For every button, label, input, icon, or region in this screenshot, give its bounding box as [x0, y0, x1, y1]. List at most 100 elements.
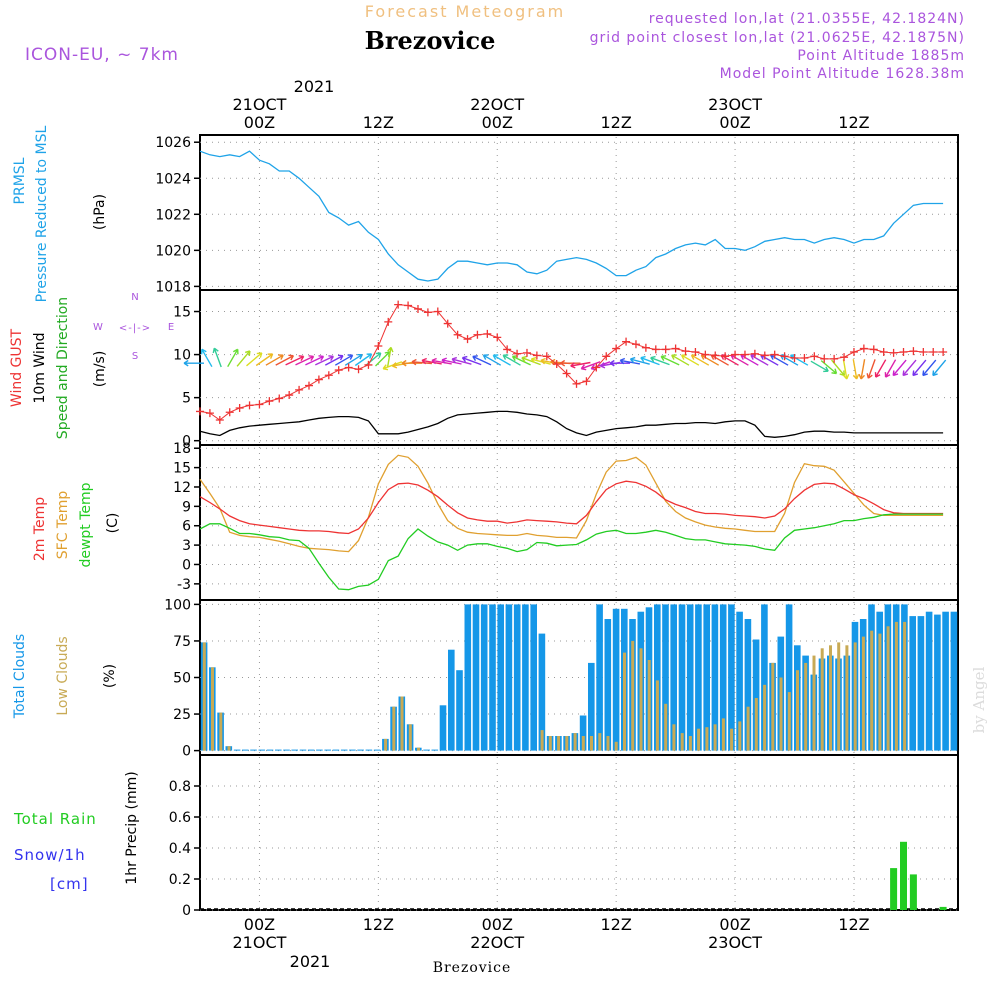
gust-marker [443, 319, 452, 328]
gust-marker [661, 345, 670, 354]
cloud-bar-total [324, 749, 331, 751]
header-model-altitude: Model Point Altitude 1628.38m [720, 66, 965, 82]
wind-arrow [236, 350, 251, 367]
cloud-bar-total [505, 604, 513, 751]
gust-marker [651, 345, 660, 354]
gust-marker [344, 363, 353, 372]
gust-marker [740, 350, 749, 359]
wind-arrow [700, 354, 720, 366]
temp-title-dewpt: dewpt Temp [78, 482, 94, 567]
wind-arrow [660, 355, 680, 366]
pressure-units: (hPa) [92, 194, 108, 230]
y-tick-label: 18 [173, 441, 191, 457]
wind-arrow [227, 348, 239, 368]
gust-marker [681, 347, 690, 356]
wind-arrow [789, 354, 809, 366]
cloud-bar-low [738, 721, 742, 751]
wind-arrow [431, 357, 452, 365]
gust-marker [334, 366, 343, 375]
y-tick-label: 0 [182, 434, 191, 450]
precip-bars [200, 841, 958, 910]
y-tick-label: 1024 [155, 171, 191, 187]
cloud-bar-total [258, 749, 266, 751]
y-tick-label: 0.4 [169, 841, 191, 857]
wind-arrow [183, 359, 204, 367]
cloud-bar-total [275, 749, 282, 751]
wind-arrow [285, 355, 305, 366]
y-tick-label: 1020 [155, 243, 191, 259]
precip-title-rain: Total Rain [13, 810, 97, 828]
cloud-bar-low [763, 684, 767, 751]
footer-location: Brezovice [433, 960, 512, 976]
y-tick-label: 6 [182, 519, 191, 535]
wind-arrow [502, 354, 521, 366]
cloud-bars [200, 604, 958, 751]
wind-arrow [671, 354, 690, 366]
wind-arrow [212, 347, 222, 368]
wind-arrow [740, 354, 759, 366]
wind-arrow [852, 359, 860, 380]
gust-marker [820, 354, 829, 363]
gust-marker [879, 348, 888, 356]
gust-marker [582, 377, 591, 386]
bottom-axis-hour: 00Z [719, 915, 750, 934]
cloud-bar-low [804, 662, 808, 751]
gust-marker [522, 348, 531, 357]
cloud-bar-total [299, 749, 307, 751]
temp-y-ticks: -3 0 3 6 9 12 15 18 [173, 441, 958, 593]
wind-arrow [334, 354, 354, 366]
gust-marker [532, 351, 541, 360]
cloud-bar-total [513, 604, 521, 751]
wind-arrow [609, 359, 631, 367]
wind-units: (m/s) [92, 351, 108, 388]
gust-marker [810, 352, 819, 361]
gust-marker [671, 344, 680, 353]
pressure-series-line [199, 150, 944, 282]
gust-marker [453, 330, 462, 339]
cloud-bar-low [861, 636, 865, 751]
gust-marker [691, 348, 700, 356]
cloud-bar-total [316, 749, 323, 751]
cloud-bar-total [497, 604, 504, 751]
precip-y-ticks: 0 0.2 0.4 0.6 0.8 [169, 779, 958, 919]
y-tick-label: 75 [173, 634, 191, 650]
gust-marker [374, 341, 383, 350]
cloud-bar-low [730, 728, 734, 751]
cloud-bar-total [612, 608, 620, 751]
y-tick-label: 0.6 [169, 810, 191, 826]
gust-marker [780, 352, 789, 361]
gust-marker [473, 330, 482, 339]
cloud-bar-total [909, 616, 916, 751]
bottom-axis-date: 23OCT [708, 933, 762, 952]
cloud-bar-low [557, 736, 561, 751]
y-tick-label: 1018 [155, 279, 191, 295]
gust-marker [622, 337, 631, 346]
cloud-bar-total [266, 749, 274, 751]
clouds-y-ticks: 0 25 50 75 100 [164, 597, 958, 760]
wind-arrow [265, 354, 284, 366]
cloud-bar-total [942, 611, 949, 751]
gust-marker [750, 349, 759, 358]
cloud-bar-low [573, 733, 577, 751]
clouds-title-low: Low Clouds [55, 636, 71, 715]
cloud-bar-total [761, 604, 768, 751]
cloud-bar-total [654, 604, 661, 751]
gust-marker [552, 360, 561, 369]
precip-axis-label: 1hr Precip (mm) [124, 771, 140, 884]
gust-marker [245, 401, 254, 410]
gust-marker [612, 344, 621, 353]
gust-marker [423, 308, 432, 317]
y-tick-label: 0 [182, 557, 191, 573]
cloud-bar-total [250, 749, 257, 751]
wind-arrow [201, 348, 213, 368]
gust-marker [493, 333, 502, 342]
y-tick-label: 15 [173, 461, 191, 477]
cloud-bar-low [779, 677, 783, 751]
cloud-bar-total [588, 662, 595, 751]
cloud-bar-low [655, 680, 659, 751]
wind-arrow [295, 355, 315, 366]
cloud-bar-total [522, 604, 529, 751]
wind-arrow [354, 353, 373, 367]
cloud-bar-low [820, 648, 824, 751]
cloud-bar-low [771, 662, 775, 751]
